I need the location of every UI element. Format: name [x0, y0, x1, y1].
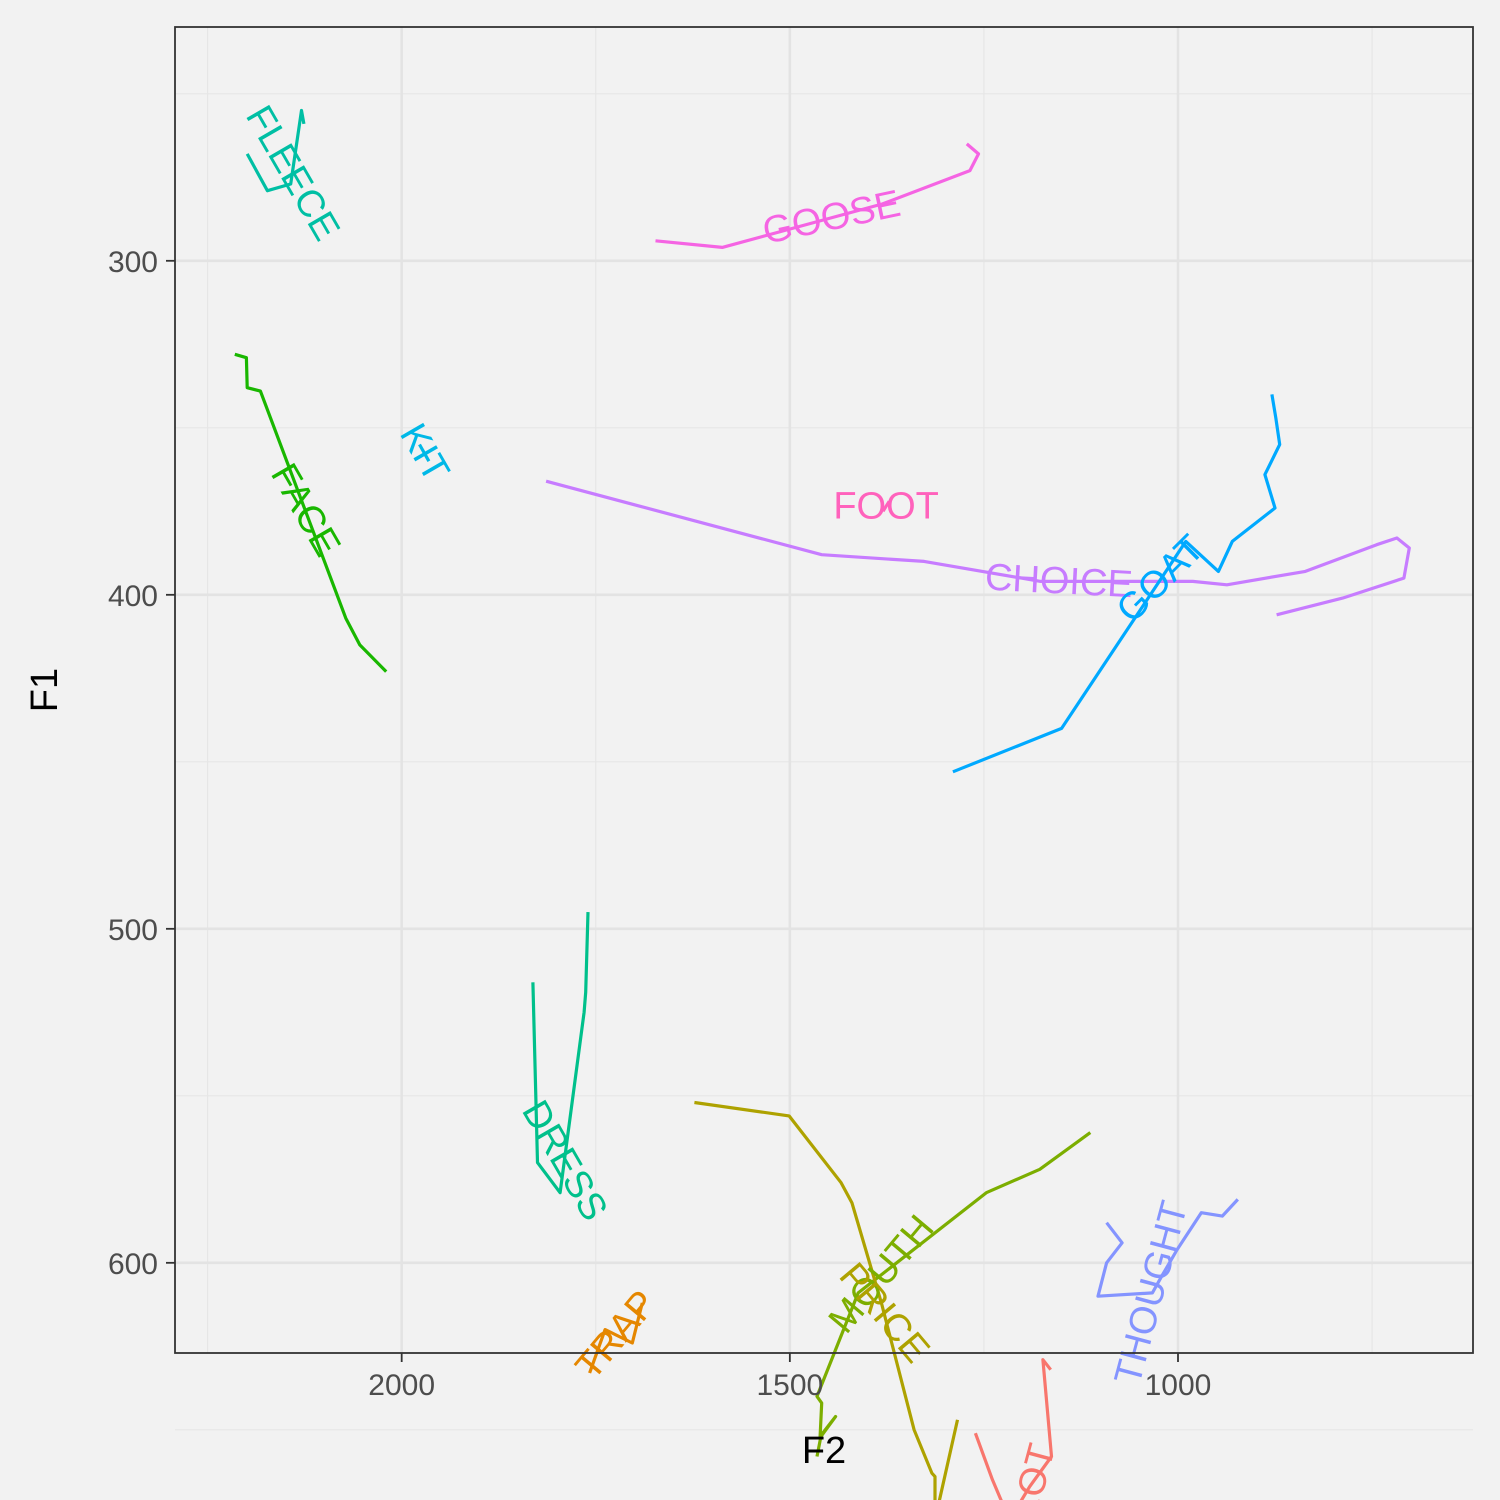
trajectory-kit [418, 443, 431, 462]
panel-border [174, 26, 1474, 1354]
trajectory-price [694, 1100, 960, 1500]
trajectory-mouth [815, 1131, 1092, 1457]
trajectory-trap [588, 1302, 644, 1374]
plot-background [175, 27, 1473, 1353]
trajectory-thought [1096, 1198, 1239, 1298]
label-choice: CHOICE [984, 557, 1134, 607]
label-lot: LOT [1004, 1440, 1064, 1500]
y-tick-label: 300 [108, 246, 158, 279]
y-axis-title: F1 [24, 668, 66, 712]
y-axis: 300 400 500 600 [108, 246, 175, 1281]
trajectory-dress [531, 912, 590, 1195]
x-axis: 2000 1500 1000 [368, 1353, 1211, 1402]
major-gridlines [175, 27, 1473, 1353]
trajectory-choice [545, 479, 1411, 617]
x-tick-label: 2000 [368, 1369, 435, 1402]
x-tick-label: 1000 [1145, 1369, 1212, 1402]
vowel-trajectories [234, 108, 1411, 1500]
y-tick-label: 500 [108, 914, 158, 947]
minor-gridlines [175, 27, 1473, 1431]
trajectory-foot [881, 500, 891, 513]
trajectory-goose [655, 142, 981, 249]
trajectory-lot [973, 1358, 1054, 1500]
x-axis-title: F2 [802, 1430, 846, 1472]
y-tick-label: 600 [108, 1248, 158, 1281]
x-tick-label: 1500 [756, 1369, 823, 1402]
trajectory-face [234, 352, 388, 673]
y-tick-label: 400 [108, 580, 158, 613]
label-foot: FOOT [833, 485, 939, 527]
trajectory-goat [952, 394, 1282, 774]
trajectory-fleece [245, 108, 306, 193]
